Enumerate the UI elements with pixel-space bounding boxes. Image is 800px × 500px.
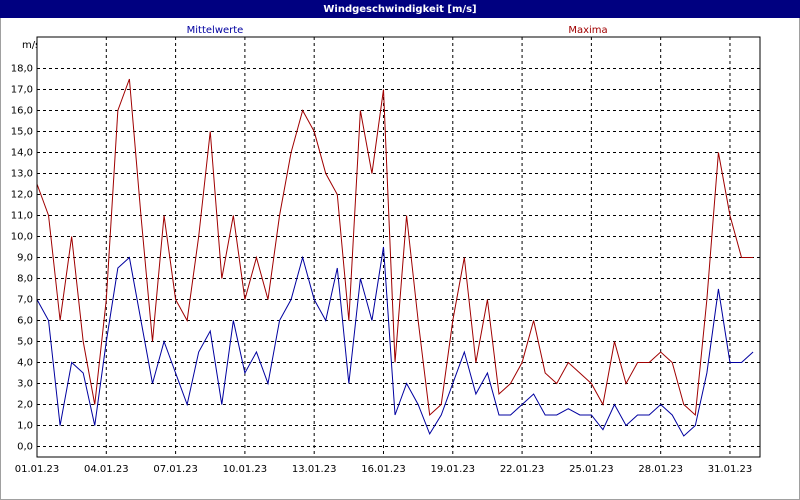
y-tick-label: 18,0 — [11, 64, 33, 75]
x-tick-label: 07.01.23 — [153, 464, 198, 475]
legend-label: Maxima — [568, 25, 607, 36]
x-tick-label: 25.01.23 — [569, 464, 614, 475]
x-tick-label: 28.01.23 — [638, 464, 683, 475]
y-tick-label: 4,0 — [17, 358, 33, 369]
y-unit: m/s — [22, 40, 40, 51]
y-tick-label: 2,0 — [17, 400, 33, 411]
y-tick-label: 5,0 — [17, 337, 33, 348]
series-line — [36, 246, 754, 437]
y-tick-label: 17,0 — [11, 85, 33, 96]
x-tick-label: 13.01.23 — [292, 464, 337, 475]
x-tick-label: 19.01.23 — [431, 464, 476, 475]
x-tick-label: 16.01.23 — [361, 464, 406, 475]
y-tick-label: 15,0 — [11, 127, 33, 138]
y-tick-label: 9,0 — [17, 253, 33, 264]
y-tick-label: 16,0 — [11, 106, 33, 117]
legend-label: Mittelwerte — [187, 25, 244, 36]
y-tick-label: 1,0 — [17, 421, 33, 432]
x-tick-label: 04.01.23 — [84, 464, 129, 475]
plot-border — [36, 36, 761, 458]
x-tick-label: 01.01.23 — [15, 464, 60, 475]
title-bar — [0, 0, 800, 18]
plot-area — [37, 37, 760, 457]
y-tick-label: 7,0 — [17, 295, 33, 306]
x-tick-label: 10.01.23 — [223, 464, 268, 475]
chart-title: Windgeschwindigkeit [m/s] — [323, 4, 476, 15]
y-tick-label: 13,0 — [11, 169, 33, 180]
y-tick-label: 3,0 — [17, 379, 33, 390]
y-tick-label: 12,0 — [11, 190, 33, 201]
x-tick-label: 22.01.23 — [500, 464, 545, 475]
y-tick-label: 0,0 — [17, 442, 33, 453]
y-tick-label: 14,0 — [11, 148, 33, 159]
x-tick-label: 31.01.23 — [708, 464, 753, 475]
y-tick-label: 8,0 — [17, 274, 33, 285]
y-tick-label: 11,0 — [11, 211, 33, 222]
y-tick-label: 6,0 — [17, 316, 33, 327]
series-line — [36, 78, 754, 417]
y-tick-label: 10,0 — [11, 232, 33, 243]
